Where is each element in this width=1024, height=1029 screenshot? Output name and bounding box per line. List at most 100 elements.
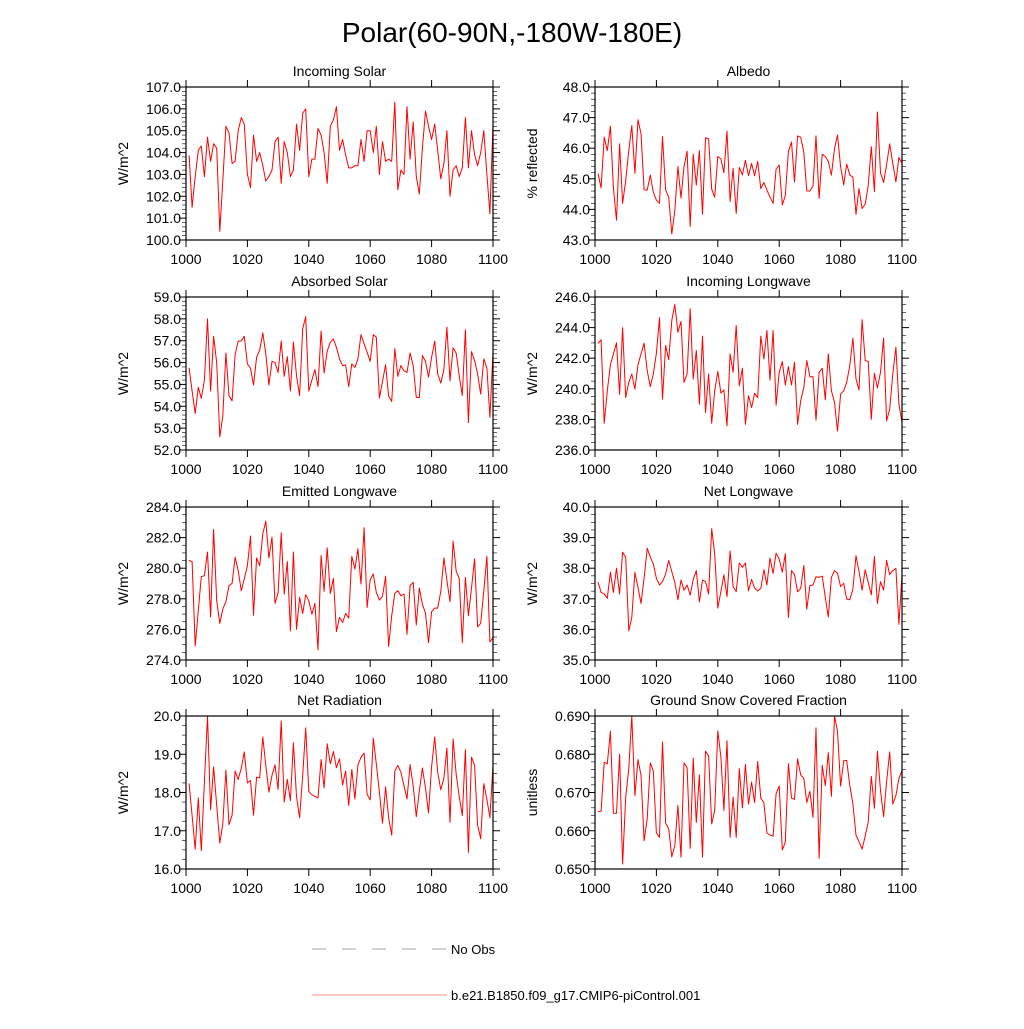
data-point [729, 550, 731, 552]
data-point [870, 594, 872, 596]
data-point [781, 849, 783, 851]
data-point [680, 579, 682, 581]
data-point [336, 106, 337, 108]
data-point [827, 616, 829, 618]
data-point [464, 749, 466, 751]
data-point [720, 591, 722, 592]
data-point [314, 369, 316, 370]
data-point [873, 191, 875, 193]
data-point [326, 547, 328, 549]
data-point [286, 356, 288, 358]
data-point [299, 597, 300, 598]
data-point [622, 202, 624, 204]
data-point [656, 832, 657, 834]
data-point [662, 398, 663, 400]
data-point [446, 130, 448, 132]
data-point [250, 780, 251, 782]
x-tick-label: 1100 [887, 671, 917, 687]
data-point [784, 384, 786, 386]
data-point [834, 402, 835, 403]
data-point [898, 623, 900, 625]
data-point [784, 841, 786, 843]
x-tick-label: 1080 [416, 251, 447, 267]
y-axis-label: W/m^2 [115, 562, 131, 605]
data-point [342, 139, 343, 140]
data-point [237, 340, 239, 342]
data-point [385, 575, 386, 577]
series-line [188, 316, 494, 438]
x-tick-label: 1100 [887, 880, 917, 896]
data-point [204, 379, 205, 381]
data-point [409, 158, 411, 160]
data-point [323, 787, 325, 789]
data-point [794, 361, 795, 363]
data-point [403, 174, 405, 175]
data-point [741, 174, 743, 176]
data-point [351, 363, 353, 365]
data-point [428, 812, 429, 814]
data-point [603, 593, 605, 595]
data-point [861, 589, 863, 591]
y-tick-label: 100.0 [146, 232, 181, 248]
data-point [778, 785, 780, 787]
data-point [640, 774, 642, 776]
y-axis-label: W/m^2 [524, 352, 540, 395]
data-point [652, 770, 654, 772]
data-point [299, 149, 300, 151]
data-point [418, 193, 420, 195]
data-point [769, 834, 771, 836]
data-point [705, 412, 706, 413]
data-point [622, 863, 624, 865]
panel-7: Net Radiation W/m^2 16.0 17.0 18.0 19.0 20.0 10… [115, 692, 508, 896]
data-point [609, 364, 611, 366]
legend-model-label: b.e21.B1850.f09_g17.CMIP6-piControl.001 [451, 988, 700, 1003]
data-point [345, 770, 347, 772]
x-tick-label: 1100 [887, 251, 917, 267]
y-tick-label: 56.0 [154, 355, 181, 371]
data-point [711, 528, 713, 530]
data-point [391, 160, 393, 162]
data-point [434, 123, 436, 125]
data-point [280, 182, 282, 184]
data-point [268, 791, 270, 793]
series-line [188, 520, 494, 651]
x-tick-label: 1060 [355, 251, 386, 267]
data-point [858, 188, 860, 189]
data-point [188, 783, 190, 785]
data-point [357, 764, 359, 766]
panel-2: Albedo % reflected 43.0 44.0 45.0 46.0 47.0 48.… [524, 63, 917, 267]
data-point [656, 352, 657, 354]
data-point [637, 587, 639, 588]
data-point [883, 816, 884, 817]
data-point [406, 106, 408, 108]
data-point [665, 573, 667, 575]
data-point [421, 147, 423, 149]
data-point [717, 156, 719, 157]
data-point [809, 790, 811, 792]
panel-4: Incoming Longwave W/m^2 236.0 238.0 240.0 242… [524, 273, 917, 477]
data-point [649, 174, 651, 176]
data-point [895, 795, 897, 796]
data-point [729, 201, 731, 202]
data-point [772, 573, 774, 574]
y-tick-label: 53.0 [154, 420, 181, 436]
data-point [674, 303, 676, 305]
data-point [317, 649, 319, 651]
data-point [219, 623, 221, 624]
data-point [388, 158, 390, 160]
x-tick-label: 1040 [293, 251, 324, 267]
y-axis-label: unitless [524, 769, 540, 816]
data-point [714, 390, 716, 392]
data-point [385, 786, 386, 788]
data-point [265, 764, 267, 766]
y-tick-label: 45.0 [563, 171, 590, 187]
data-point [895, 181, 897, 183]
data-point [394, 593, 396, 594]
data-point [320, 759, 322, 761]
data-point [379, 791, 380, 793]
data-point [268, 384, 270, 386]
data-point [843, 760, 845, 762]
data-point [477, 165, 479, 167]
data-point [360, 583, 362, 585]
data-point [231, 163, 233, 164]
